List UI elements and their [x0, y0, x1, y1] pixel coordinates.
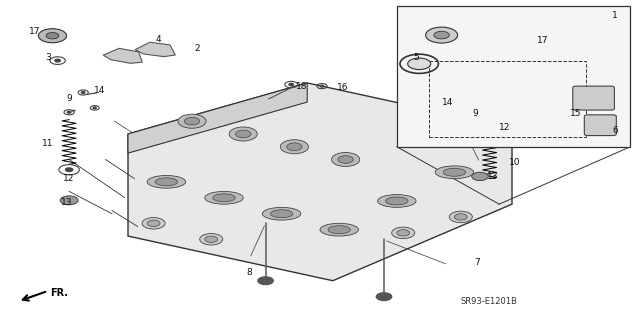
Circle shape	[320, 85, 324, 87]
Polygon shape	[487, 34, 534, 49]
Polygon shape	[520, 40, 561, 52]
Text: 10: 10	[509, 158, 521, 167]
Circle shape	[67, 111, 71, 113]
Ellipse shape	[443, 168, 466, 176]
Circle shape	[332, 152, 360, 167]
Text: 3: 3	[45, 53, 51, 62]
Text: 16: 16	[337, 83, 348, 92]
Circle shape	[408, 58, 431, 70]
Circle shape	[454, 214, 467, 220]
Text: 11: 11	[42, 139, 54, 148]
Circle shape	[258, 277, 273, 285]
Circle shape	[456, 105, 459, 107]
Circle shape	[449, 211, 472, 223]
Circle shape	[200, 234, 223, 245]
FancyBboxPatch shape	[573, 86, 614, 110]
Text: 14: 14	[442, 98, 454, 107]
Circle shape	[338, 156, 353, 163]
Circle shape	[289, 84, 293, 86]
Polygon shape	[103, 48, 142, 63]
Circle shape	[440, 101, 444, 103]
Ellipse shape	[378, 195, 416, 207]
Circle shape	[60, 196, 78, 205]
Polygon shape	[128, 83, 307, 153]
Circle shape	[38, 29, 67, 43]
Text: 5: 5	[413, 53, 419, 62]
Circle shape	[486, 124, 493, 127]
Circle shape	[426, 27, 458, 43]
Text: FR.: FR.	[50, 288, 68, 298]
Ellipse shape	[205, 191, 243, 204]
Text: 13: 13	[61, 198, 73, 207]
Circle shape	[287, 143, 302, 151]
FancyBboxPatch shape	[584, 115, 616, 136]
Circle shape	[472, 108, 476, 109]
Circle shape	[392, 227, 415, 239]
Text: SR93-E1201B: SR93-E1201B	[461, 297, 518, 306]
Text: 8: 8	[247, 268, 252, 277]
Text: 14: 14	[93, 86, 105, 95]
Circle shape	[46, 33, 59, 39]
Circle shape	[376, 293, 392, 300]
Circle shape	[65, 168, 73, 172]
Ellipse shape	[212, 194, 236, 202]
Polygon shape	[128, 83, 512, 281]
Circle shape	[440, 104, 444, 106]
Polygon shape	[135, 42, 175, 57]
Text: 12: 12	[63, 174, 75, 183]
Circle shape	[460, 105, 462, 107]
Ellipse shape	[320, 223, 358, 236]
Text: 13: 13	[487, 172, 499, 181]
Circle shape	[147, 220, 160, 226]
Text: 2: 2	[195, 44, 200, 53]
Circle shape	[280, 140, 308, 154]
Text: 17: 17	[537, 36, 548, 45]
Ellipse shape	[385, 197, 408, 205]
Text: 12: 12	[499, 123, 510, 132]
Circle shape	[434, 31, 449, 39]
Ellipse shape	[147, 175, 186, 188]
Circle shape	[472, 172, 488, 181]
Circle shape	[464, 113, 468, 115]
Text: 9: 9	[67, 94, 72, 103]
Ellipse shape	[271, 210, 293, 218]
Bar	[397, 6, 630, 147]
Text: 18: 18	[296, 82, 308, 91]
Text: 7: 7	[474, 258, 479, 267]
Ellipse shape	[156, 178, 178, 186]
Circle shape	[142, 218, 165, 229]
Circle shape	[205, 236, 218, 242]
Circle shape	[229, 127, 257, 141]
Circle shape	[81, 92, 85, 93]
Text: 4: 4	[156, 35, 161, 44]
Text: 15: 15	[570, 109, 582, 118]
Circle shape	[178, 114, 206, 128]
Text: 6: 6	[613, 126, 618, 135]
Circle shape	[184, 117, 200, 125]
Text: 9: 9	[472, 109, 477, 118]
Bar	[429, 61, 586, 137]
Ellipse shape	[328, 226, 351, 234]
Ellipse shape	[435, 166, 474, 179]
Circle shape	[55, 59, 60, 62]
Ellipse shape	[262, 207, 301, 220]
Circle shape	[93, 107, 96, 108]
Circle shape	[490, 120, 496, 123]
Text: 1: 1	[612, 11, 617, 20]
Text: 17: 17	[29, 27, 41, 36]
Circle shape	[236, 130, 251, 138]
Circle shape	[397, 230, 410, 236]
